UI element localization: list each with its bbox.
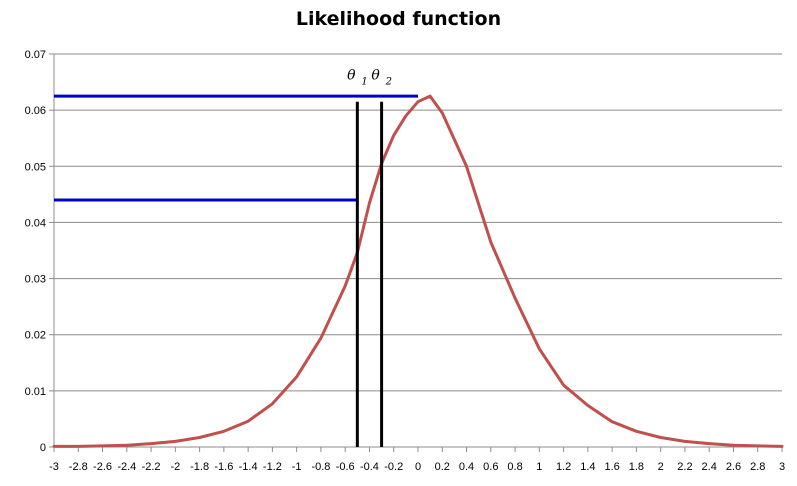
y-tick-label: 0: [40, 442, 46, 454]
y-tick-label: 0.05: [25, 161, 46, 173]
theta-label: θ: [371, 68, 380, 84]
x-tick-label: 3: [779, 461, 785, 473]
x-tick-label: 0.4: [459, 461, 474, 473]
x-tick-label: 2.8: [750, 461, 765, 473]
x-tick-label: -2.4: [117, 461, 136, 473]
x-tick-label: -0.2: [384, 461, 403, 473]
theta-label: θ: [347, 68, 356, 84]
y-tick-label: 0.06: [25, 105, 46, 117]
x-tick-label: -1.2: [263, 461, 282, 473]
chart-title: Likelihood function: [295, 8, 502, 30]
x-tick-label: -0.8: [311, 461, 330, 473]
x-tick-label: 2.4: [702, 461, 717, 473]
theta-subscript: 2: [385, 77, 392, 88]
x-tick-label: -1: [292, 461, 302, 473]
x-tick-label: -1.8: [190, 461, 209, 473]
x-tick-label: 2: [658, 461, 664, 473]
x-tick-label: -2.8: [69, 461, 88, 473]
x-tick-label: -0.4: [360, 461, 379, 473]
y-tick-labels: 0 0.01 0.02 0.03 0.04 0.05 0.06 0.07: [25, 49, 46, 454]
y-tick-label: 0.04: [25, 217, 46, 229]
x-tick-label: -2.6: [93, 461, 112, 473]
x-tick-label: 2.2: [677, 461, 692, 473]
x-tick-label: 1.6: [604, 461, 619, 473]
x-tick-label: 0.6: [483, 461, 498, 473]
x-tick-label: 0.2: [435, 461, 450, 473]
likelihood-curve: [52, 94, 784, 448]
x-tick-label: -2.2: [142, 461, 161, 473]
y-tick-label: 0.07: [25, 49, 46, 61]
x-tick-labels: -3 -2.8 -2.6 -2.4 -2.2 -2 -1.8 -1.6 -1.4 -1.2 -1 -0…: [49, 461, 785, 473]
x-tick-label: -1.6: [214, 461, 233, 473]
y-tick-label: 0.01: [25, 386, 46, 398]
gridlines: [54, 53, 782, 392]
series: [52, 94, 784, 448]
x-tick-label: 0: [415, 461, 421, 473]
x-tick-label: -3: [49, 461, 59, 473]
axes: [49, 53, 783, 452]
x-tick-label: -0.6: [336, 461, 355, 473]
x-tick-label: 1.8: [629, 461, 644, 473]
x-tick-label: -1.4: [239, 461, 258, 473]
y-tick-label: 0.02: [25, 330, 46, 342]
y-tick-label: 0.03: [25, 274, 46, 286]
x-tick-label: 1: [536, 461, 542, 473]
x-tick-label: 2.6: [726, 461, 741, 473]
x-tick-label: 1.4: [580, 461, 595, 473]
x-tick-label: -2: [170, 461, 180, 473]
x-tick-label: 0.8: [507, 461, 522, 473]
theta-subscript: 1: [361, 77, 367, 88]
x-tick-label: 1.2: [556, 461, 571, 473]
